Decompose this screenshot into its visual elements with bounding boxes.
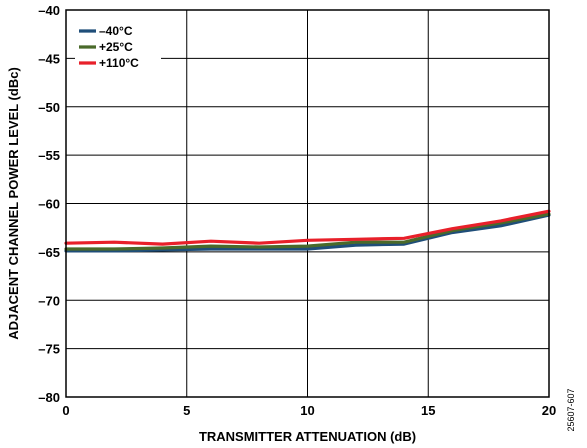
y-tick-label: –40 (38, 3, 60, 18)
x-tick-label: 15 (421, 403, 435, 418)
y-tick-label: –80 (38, 390, 60, 405)
legend-label: +110°C (99, 56, 139, 70)
x-axis-title: TRANSMITTER ATTENUATION (dB) (199, 429, 416, 444)
y-tick-label: –70 (38, 293, 60, 308)
x-tick-label: 20 (542, 403, 556, 418)
y-tick-label: –55 (38, 148, 60, 163)
x-tick-label: 0 (62, 403, 69, 418)
y-tick-label: –65 (38, 245, 60, 260)
y-tick-label: –60 (38, 197, 60, 212)
figure-id: 25607-607 (566, 388, 576, 431)
legend-label: –40°C (99, 24, 133, 38)
legend-label: +25°C (99, 40, 133, 54)
y-tick-label: –50 (38, 100, 60, 115)
y-axis-title: ADJACENT CHANNEL POWER LEVEL (dBc) (6, 67, 21, 340)
y-tick-label: –75 (38, 342, 60, 357)
y-tick-label: –45 (38, 51, 60, 66)
legend: –40°C +25°C +110°C (75, 22, 161, 72)
x-tick-label: 5 (183, 403, 190, 418)
x-tick-label: 10 (300, 403, 314, 418)
